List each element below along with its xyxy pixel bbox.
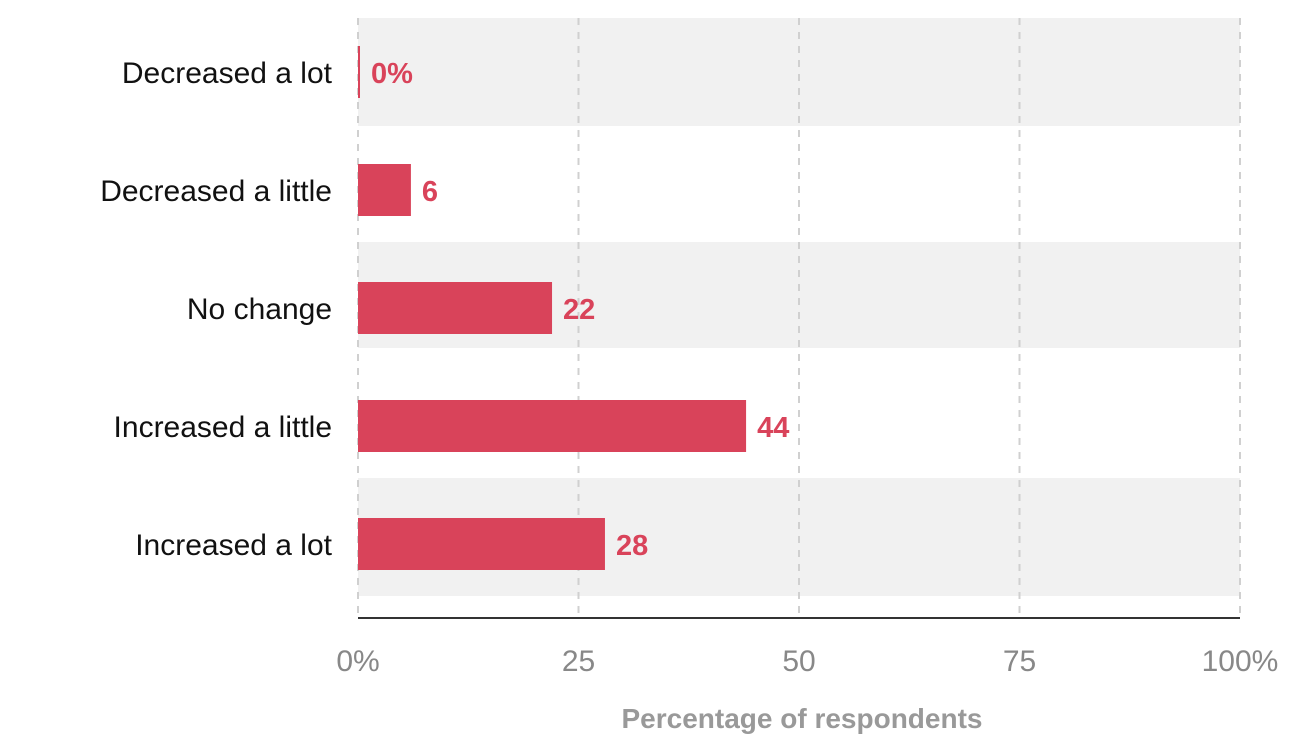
x-tick-label: 75 [1003,645,1036,678]
x-axis: 0% 25 50 75 100% [336,617,1279,678]
category-label: Increased a little [114,411,332,444]
value-label: 22 [563,294,595,326]
x-tick-label: 25 [562,645,595,678]
bar [358,518,605,570]
category-label: No change [187,293,332,326]
bar [358,46,360,98]
x-tick-label: 50 [782,645,815,678]
value-label: 44 [757,412,789,444]
bar [358,400,747,452]
bars [358,46,747,570]
category-label: Increased a lot [135,529,332,562]
x-axis-title: Percentage of respondents [622,703,983,734]
category-labels: Decreased a lot Decreased a little No chan… [100,57,332,562]
bar [358,282,553,334]
value-label: 0% [371,58,413,90]
category-label: Decreased a lot [122,57,333,90]
bar [358,164,411,216]
x-tick-label: 100% [1202,645,1279,678]
category-label: Decreased a little [100,175,332,208]
x-tick-label: 0% [336,645,379,678]
value-label: 6 [422,176,438,208]
value-label: 28 [616,530,648,562]
value-labels: 0% 6 22 44 28 [371,58,789,562]
